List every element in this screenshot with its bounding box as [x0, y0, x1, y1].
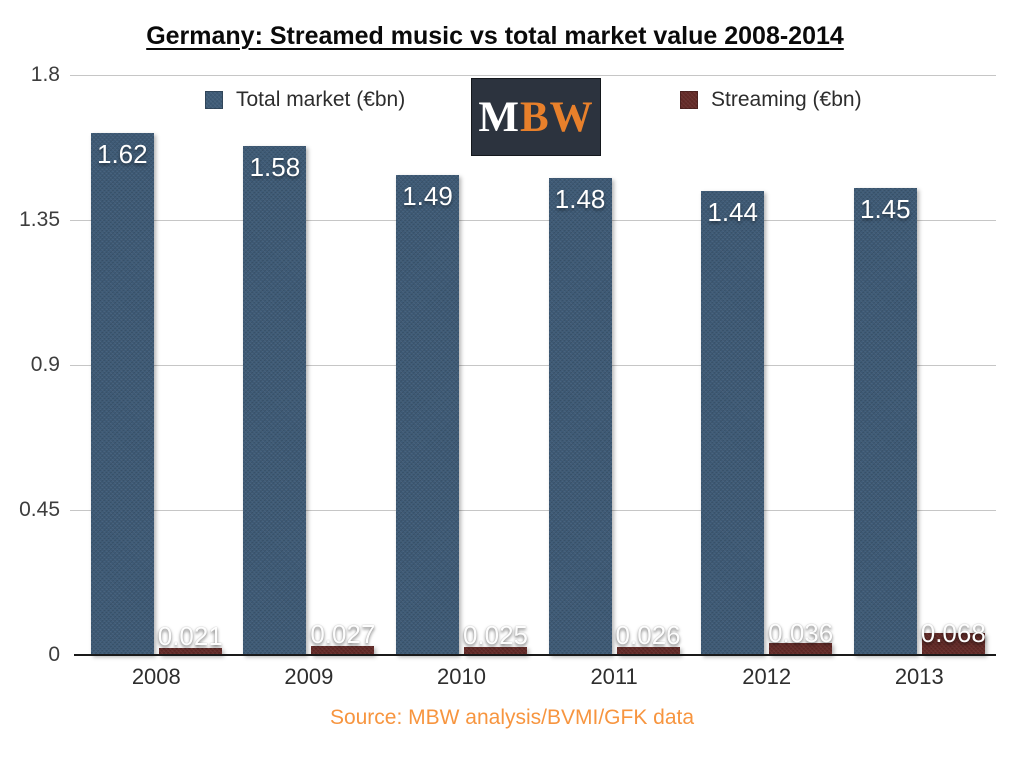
streaming-bar [921, 633, 985, 655]
mbw-logo-letters-bw: BW [519, 93, 594, 141]
streaming-bar [158, 648, 222, 655]
y-axis-tick-label: 0 [48, 643, 60, 666]
streaming-value-label: 0.026 [615, 619, 681, 650]
total-market-bar [701, 191, 765, 655]
total-market-bar [90, 133, 154, 655]
total-market-bar [548, 178, 612, 655]
streaming-bar [464, 646, 527, 655]
y-axis-tick-label: 0.9 [30, 353, 60, 376]
streaming-value-label: 0.036 [768, 618, 834, 648]
y-axis-tick-label: 0.45 [19, 498, 60, 521]
total-market-bar [243, 145, 307, 655]
mbw-logo: M BW [471, 78, 601, 156]
x-axis-label: 2013 [894, 664, 944, 689]
total-market-bar [853, 187, 917, 655]
y-axis-tick-label: 1.35 [19, 208, 60, 231]
x-axis-label: 2012 [742, 664, 792, 689]
streaming-value-label: 0.027 [310, 619, 376, 650]
x-axis-line [74, 654, 996, 656]
total-market-legend-swatch [205, 91, 223, 109]
source-credit: Source: MBW analysis/BVMI/GFK data [329, 706, 695, 729]
streaming-value-label: 0.021 [157, 621, 223, 652]
total-market-legend-label: Total market (€bn) [236, 88, 406, 111]
streaming-value-label: 0.068 [920, 618, 986, 648]
x-axis-label: 2008 [131, 664, 181, 689]
legend-item-streaming: Streaming (€bn) [680, 88, 862, 111]
chart-title: Germany: Streamed music vs total market … [146, 22, 844, 50]
x-axis-label: 2010 [437, 664, 486, 689]
streaming-bar [311, 646, 375, 655]
mbw-logo-letter-m: M [478, 93, 520, 141]
gridline-1.8 [70, 75, 996, 76]
total-market-value-label: 1.49 [402, 180, 453, 211]
total-market-value-label: 1.58 [249, 151, 301, 182]
x-axis-label: 2011 [590, 664, 638, 689]
gridline-0.9 [70, 365, 996, 366]
gridline-0.45 [70, 510, 996, 511]
total-market-value-label: 1.44 [707, 197, 758, 227]
legend-item-total-market: Total market (€bn) [205, 88, 406, 111]
y-axis-tick-label: 1.8 [30, 63, 60, 86]
total-market-bar [396, 174, 459, 655]
streaming-legend-swatch [680, 91, 698, 109]
streaming-bar [616, 646, 680, 655]
total-market-value-label: 1.45 [859, 193, 911, 224]
x-axis-label: 2009 [284, 664, 334, 689]
total-market-value-label: 1.48 [554, 184, 606, 215]
streaming-bar [769, 643, 833, 655]
streaming-legend-label: Streaming (€bn) [711, 88, 862, 111]
total-market-value-label: 1.62 [96, 139, 148, 169]
gridline-1.35 [70, 220, 996, 221]
streaming-value-label: 0.025 [462, 619, 529, 650]
